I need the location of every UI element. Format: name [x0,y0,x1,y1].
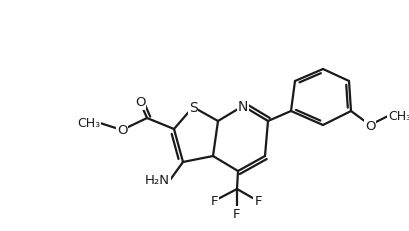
Text: F: F [254,195,262,208]
Text: CH₃: CH₃ [77,117,100,130]
Text: N: N [238,100,248,113]
Text: O: O [365,119,375,132]
Text: S: S [189,100,198,115]
Text: O: O [135,96,145,109]
Text: CH₃: CH₃ [388,110,409,123]
Text: F: F [210,195,218,208]
Text: F: F [233,208,241,221]
Text: O: O [117,124,127,137]
Text: H₂N: H₂N [145,174,170,187]
